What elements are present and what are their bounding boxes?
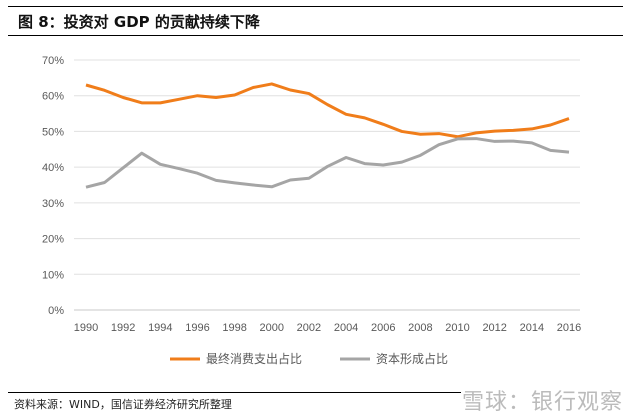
y-tick-label: 50% [42,126,64,138]
x-tick-label: 1998 [222,322,246,334]
y-tick-label: 40% [42,162,64,174]
x-tick-label: 2012 [482,322,506,334]
x-tick-label: 2006 [371,322,395,334]
x-tick-label: 2010 [445,322,469,334]
x-tick-label: 2014 [520,322,544,334]
x-tick-label: 1996 [185,322,209,334]
y-tick-label: 30% [42,198,64,210]
y-tick-label: 60% [42,91,64,103]
x-tick-label: 2008 [408,322,432,334]
x-tick-label: 2016 [557,322,581,334]
source-note: 资料来源：WIND，国信证券经济研究所整理 [14,398,232,411]
y-tick-label: 20% [42,234,64,246]
x-tick-label: 2002 [297,322,321,334]
x-tick-label: 1994 [148,322,172,334]
x-tick-label: 2004 [334,322,358,334]
watermark: 雪球：银行观察 [461,390,623,415]
y-tick-label: 10% [42,269,64,281]
legend-label: 资本形成占比 [376,351,448,366]
top-rule [8,6,623,7]
chart-title: 图 8：投资对 GDP 的贡献持续下降 [18,13,260,31]
y-tick-label: 70% [42,55,64,67]
bottom-rule [8,392,461,393]
legend-label: 最终消费支出占比 [206,351,302,366]
y-tick-label: 0% [48,305,64,317]
x-tick-label: 2000 [260,322,284,334]
title-rule [8,35,623,36]
series-line-1 [85,82,570,139]
series-line-2 [85,137,570,189]
x-tick-label: 1990 [74,322,98,334]
x-tick-label: 1992 [111,322,135,334]
